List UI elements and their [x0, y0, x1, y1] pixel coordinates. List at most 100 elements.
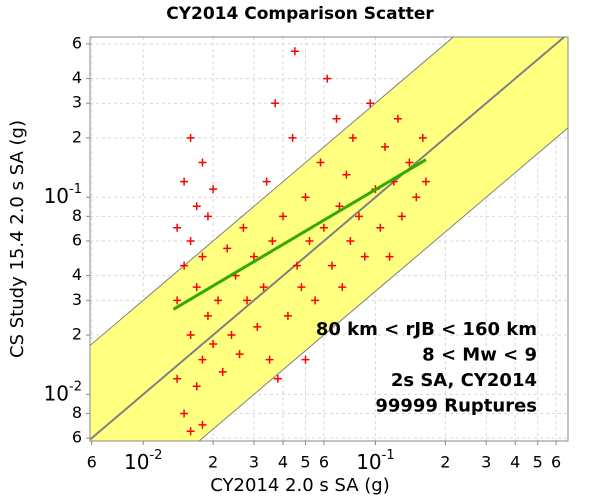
point	[223, 244, 232, 253]
point	[311, 296, 320, 305]
point	[262, 177, 271, 186]
point	[180, 177, 189, 186]
tick-base: 10	[44, 381, 69, 405]
tick-label: 8	[72, 206, 82, 225]
tick-label: 3	[481, 453, 491, 472]
point	[265, 355, 274, 364]
tick-label: 8	[72, 403, 82, 422]
point	[239, 223, 248, 232]
point	[214, 296, 223, 305]
fit-line	[172, 158, 427, 311]
tick-label: 4	[510, 453, 520, 472]
point	[235, 350, 244, 359]
point	[180, 409, 189, 418]
point	[283, 311, 292, 320]
point	[203, 212, 212, 221]
point	[198, 158, 207, 167]
tick-exponent: -2	[69, 379, 82, 394]
point	[366, 99, 375, 108]
point	[180, 261, 189, 270]
point	[381, 142, 390, 151]
annotation: 99999 Ruptures	[375, 396, 537, 417]
point	[290, 47, 299, 56]
tick-exponent: -1	[382, 448, 395, 463]
point	[323, 74, 332, 83]
point	[186, 331, 195, 340]
point	[346, 236, 355, 245]
point	[173, 223, 182, 232]
point	[332, 114, 341, 123]
point	[338, 283, 347, 292]
point	[209, 185, 218, 194]
tick-label: 6	[87, 453, 97, 472]
axes: 6 10-2 2 3 4 5 6 10-1 2 3 4 5 66810-22346810-1234680…	[44, 33, 569, 474]
tick-exponent: -2	[149, 448, 162, 463]
point	[342, 170, 351, 179]
point	[218, 367, 227, 376]
tick-label: 10-1	[356, 448, 394, 474]
point	[173, 296, 182, 305]
tick-label: 6	[72, 33, 82, 52]
point	[293, 261, 302, 270]
point	[418, 133, 427, 142]
tick-label: 6	[72, 428, 82, 447]
point	[297, 283, 306, 292]
point	[243, 296, 252, 305]
point	[360, 252, 369, 261]
point	[273, 374, 282, 383]
point	[259, 283, 268, 292]
tick-label: 5	[533, 453, 543, 472]
point	[203, 311, 212, 320]
annotation: 2s SA, CY2014	[391, 370, 537, 391]
annotation: 8 < Mw < 9	[422, 345, 537, 366]
point	[405, 158, 414, 167]
point	[316, 158, 325, 167]
point	[186, 236, 195, 245]
point	[192, 382, 201, 391]
tick-label: 6	[319, 453, 329, 472]
tick-label: 2	[208, 453, 218, 472]
point	[319, 223, 328, 232]
point	[227, 331, 236, 340]
chart-title: CY2014 Comparison Scatter	[166, 4, 434, 24]
point	[412, 193, 421, 202]
tick-label: 3	[72, 93, 82, 112]
tick-label: 4	[72, 68, 82, 87]
point	[301, 355, 310, 364]
point	[198, 355, 207, 364]
point	[192, 202, 201, 211]
tick-label: 4	[278, 453, 288, 472]
point	[355, 212, 364, 221]
point	[305, 236, 314, 245]
tick-label: 2	[440, 453, 450, 472]
point	[421, 177, 430, 186]
tick-label: 6	[551, 453, 561, 472]
point	[186, 133, 195, 142]
point	[288, 133, 297, 142]
point	[192, 283, 201, 292]
tick-exponent: -1	[69, 182, 82, 197]
point	[173, 374, 182, 383]
tick-label: 3	[72, 290, 82, 309]
annotation: 80 km < rJB < 160 km	[316, 319, 537, 340]
point	[393, 114, 402, 123]
point	[397, 212, 406, 221]
tick-base: 10	[44, 184, 69, 208]
tick-label: 6	[72, 230, 82, 249]
tick-base: 10	[124, 450, 149, 474]
tick-label: 10-2	[124, 448, 162, 474]
point	[253, 322, 262, 331]
tick-base: 10	[356, 450, 381, 474]
point	[301, 193, 310, 202]
tick-label: 3	[249, 453, 259, 472]
point	[335, 202, 344, 211]
point	[209, 340, 218, 349]
tick-label: 4	[72, 265, 82, 284]
point	[271, 99, 280, 108]
tick-label: 5	[300, 453, 310, 472]
tick-label: 10-2	[44, 379, 82, 405]
